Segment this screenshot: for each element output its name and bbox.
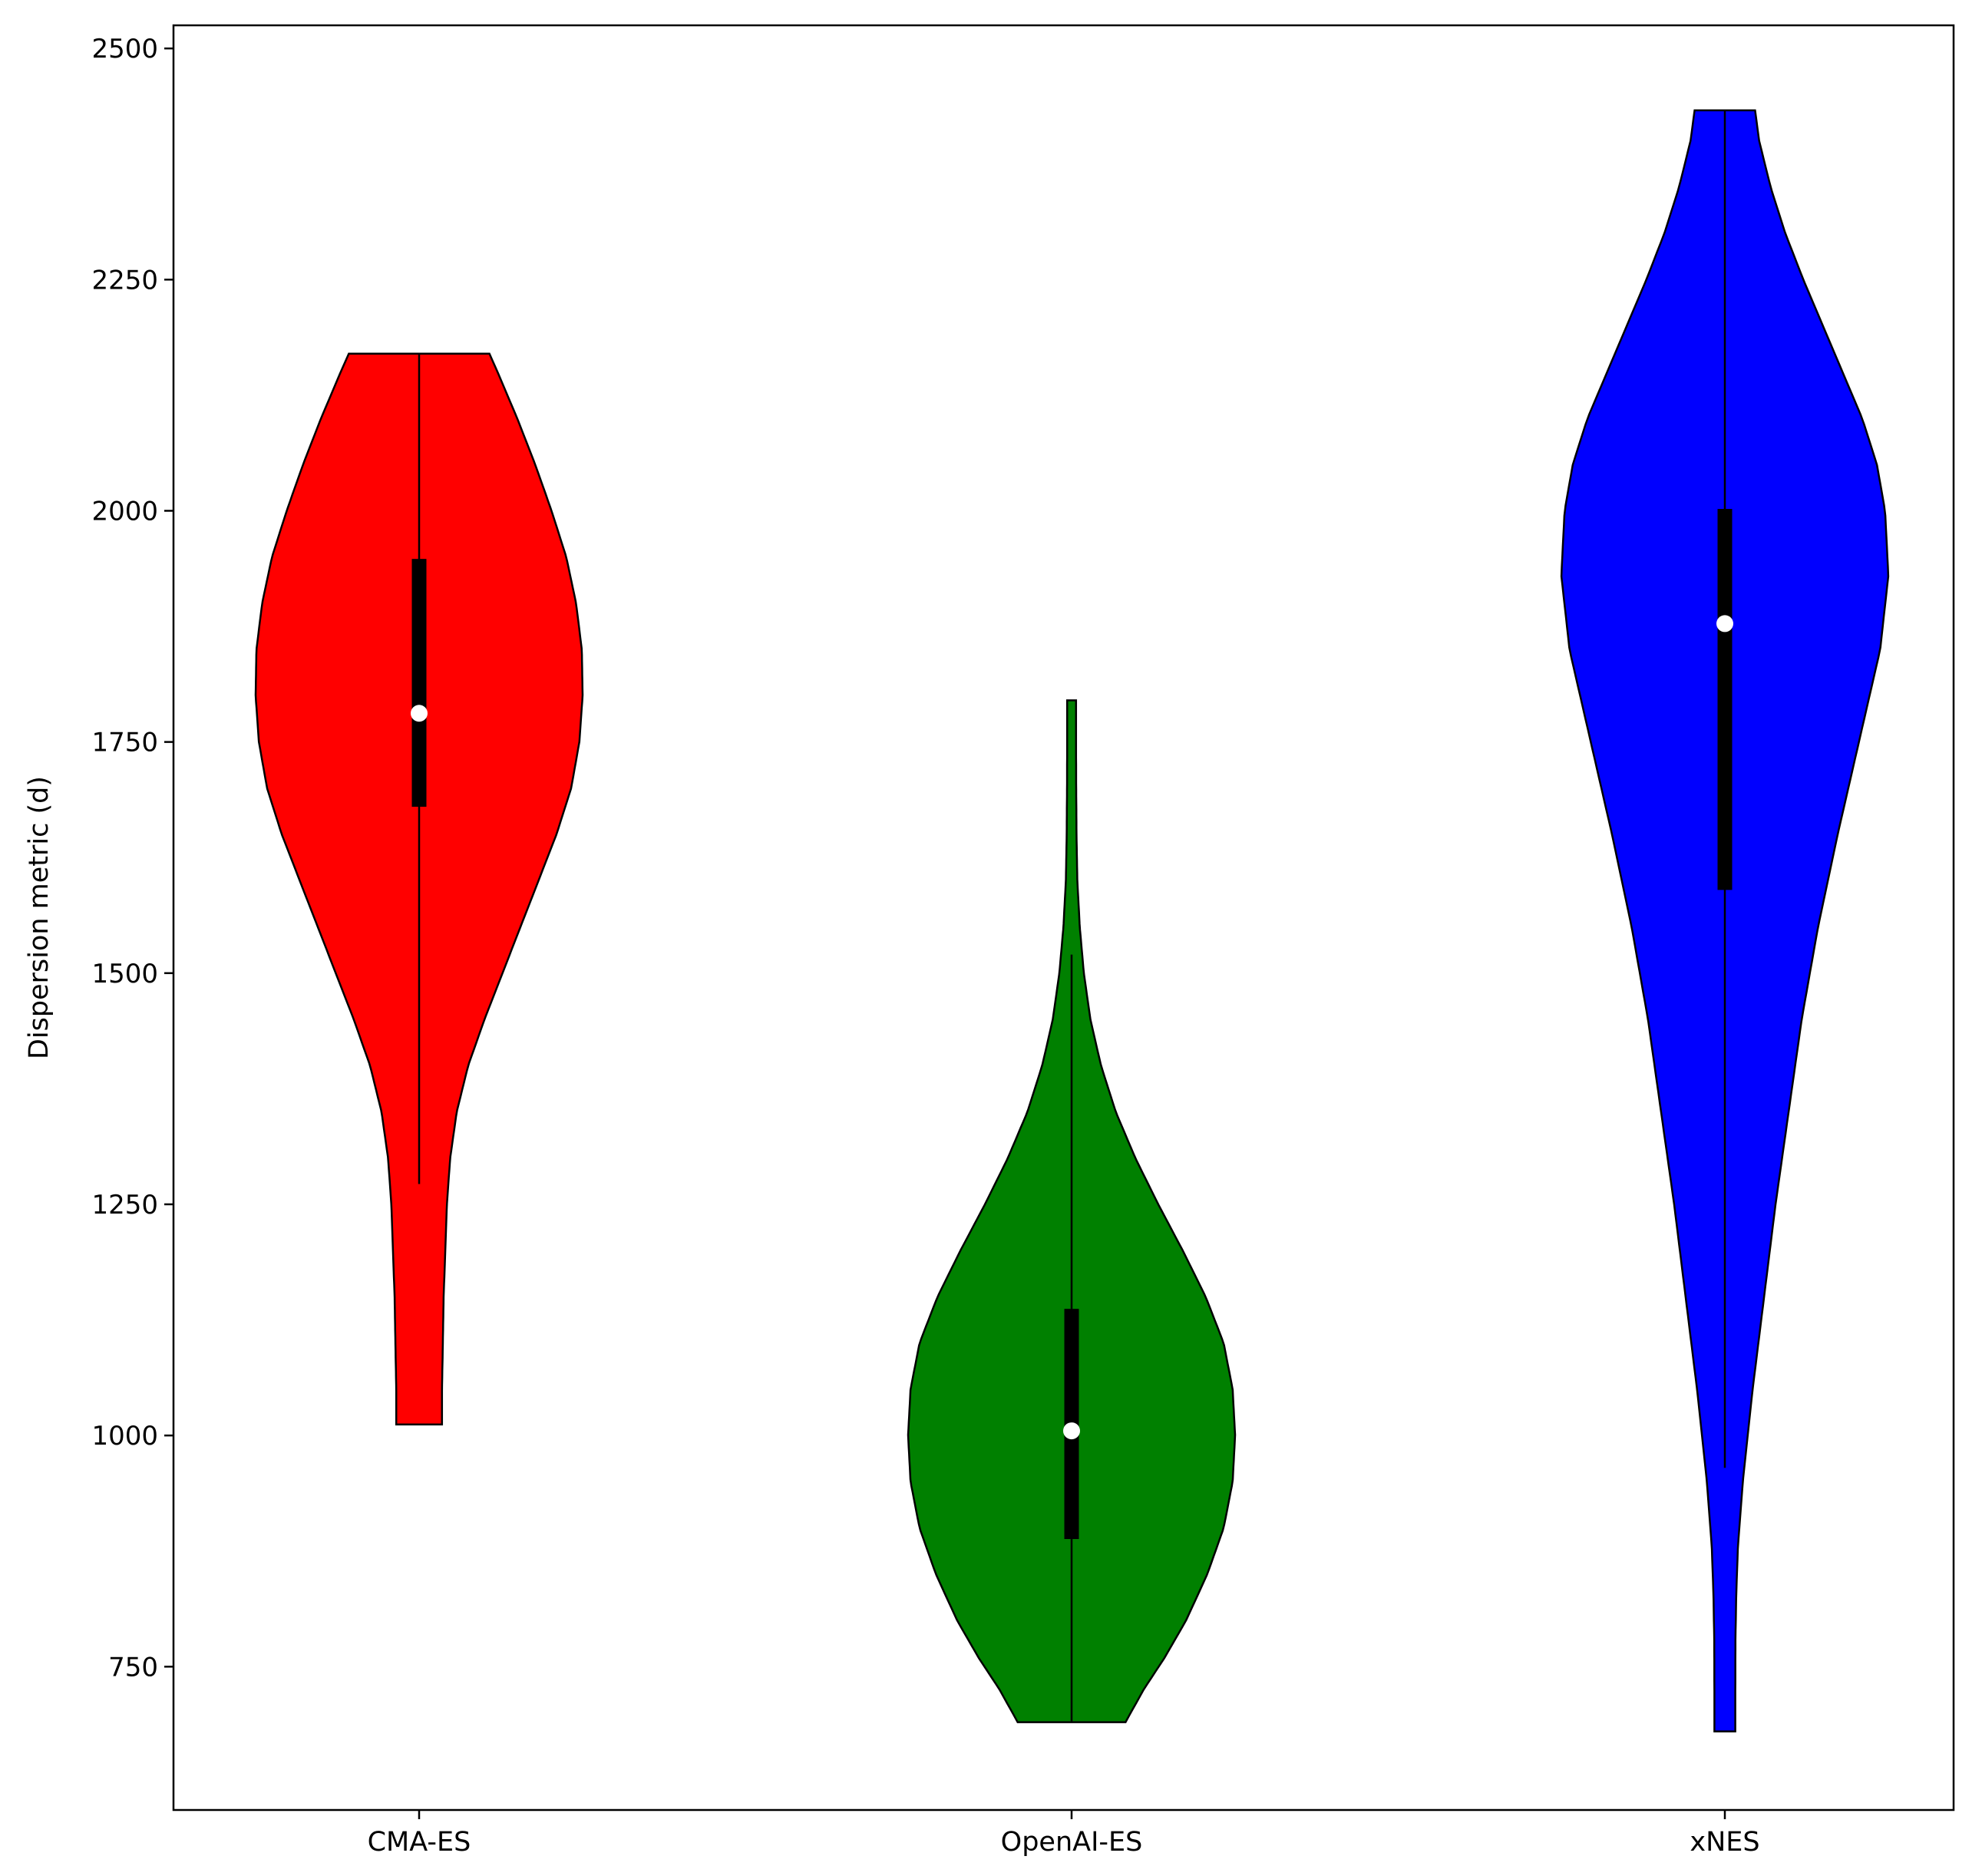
y-tick-label-1500: 1500 <box>91 959 158 989</box>
x-tick-label-openai-es: OpenAI-ES <box>1001 1827 1143 1858</box>
median-marker-xnes <box>1716 615 1733 632</box>
y-axis-label: Dispersion metric (d) <box>24 776 55 1059</box>
x-tick-label-xnes: xNES <box>1690 1827 1759 1858</box>
x-axis: CMA-ES OpenAI-ES xNES <box>368 1810 1760 1858</box>
y-tick-label-2500: 2500 <box>91 34 158 64</box>
y-tick-label-750: 750 <box>108 1652 158 1683</box>
y-tick-label-1750: 1750 <box>91 728 158 758</box>
y-axis: 750 1000 1250 1500 1750 2000 2250 2500 <box>91 34 173 1683</box>
statistics-layer <box>411 110 1733 1722</box>
y-tick-label-1000: 1000 <box>91 1421 158 1452</box>
median-marker-openai-es <box>1063 1422 1080 1440</box>
y-tick-label-2000: 2000 <box>91 496 158 527</box>
y-tick-label-2250: 2250 <box>91 265 158 296</box>
median-marker-cma-es <box>411 705 428 722</box>
x-tick-label-cma-es: CMA-ES <box>368 1827 471 1858</box>
plot-frame <box>172 24 1955 1812</box>
y-tick-label-1250: 1250 <box>91 1190 158 1220</box>
